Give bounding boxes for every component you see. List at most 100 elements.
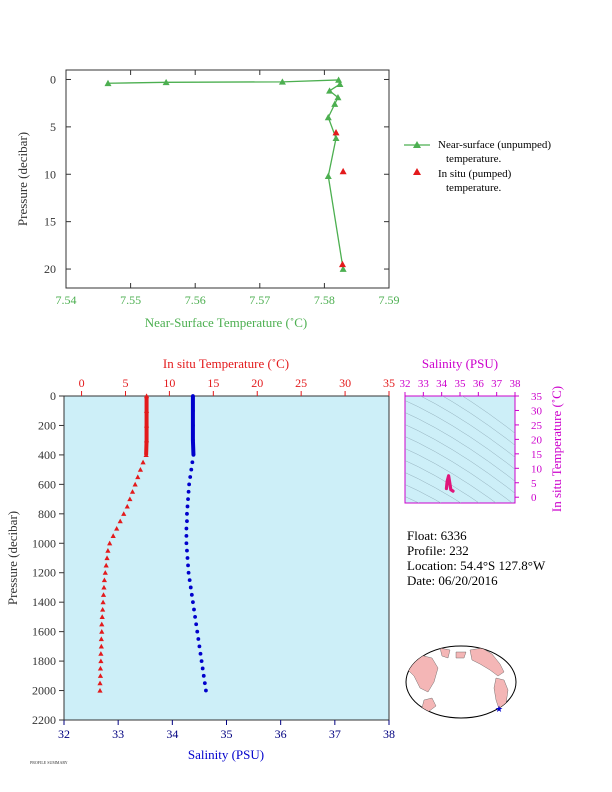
salinity-point <box>188 475 193 479</box>
profile-series <box>97 393 208 693</box>
temperature-point <box>107 540 113 546</box>
temperature-point <box>98 658 104 664</box>
temperature-point <box>110 533 116 538</box>
temperature-point <box>97 687 103 693</box>
salinity-point <box>191 394 195 398</box>
salinity-point <box>185 548 189 553</box>
float-info: Float: 6336 Profile: 232 Location: 54.4°… <box>407 528 546 588</box>
salinity-point <box>188 585 193 590</box>
float-location: Location: 54.4°S 127.8°W <box>407 558 546 573</box>
temperature-point <box>140 459 146 465</box>
salinity-point <box>186 497 190 501</box>
footer-caption: PROFILE SUMMARY <box>30 760 68 765</box>
salinity-point <box>189 467 194 472</box>
salinity-point <box>196 637 201 641</box>
temperature-point <box>101 577 108 583</box>
y-tick-label: 10 <box>44 167 56 181</box>
x-tick-label: 7.54 <box>56 293 77 307</box>
location-map: ★ <box>405 645 517 719</box>
temperature-point <box>99 614 105 619</box>
temperature-point <box>101 584 107 590</box>
temperature-point <box>127 496 133 502</box>
pressure-tick-label: 0 <box>50 389 56 403</box>
salinity-point <box>184 541 189 546</box>
unpumped-temperature-point <box>332 134 340 142</box>
salinity-point <box>185 519 189 524</box>
temperature-point <box>121 511 127 516</box>
pressure-tick-label: 2000 <box>32 684 56 698</box>
salinity-point <box>190 460 195 465</box>
unpumped-temperature-point <box>324 113 332 121</box>
density-contour-line <box>405 448 497 503</box>
unpumped-temperature-point <box>336 80 344 88</box>
salinity-point <box>192 607 196 612</box>
legend-pumped-label: In situ (pumped) temperature. <box>438 168 512 194</box>
salinity-point <box>191 423 195 428</box>
near-surface-chart: 7.54 7.55 7.56 7.57 7.58 7.59 0 5 10 15 20 Near-S… <box>15 69 551 330</box>
salinity-point <box>191 600 195 605</box>
float-location-marker-icon: ★ <box>495 704 503 714</box>
salinity-tick-label: 35 <box>221 727 233 741</box>
salinity-point <box>187 578 192 582</box>
temperature-point <box>114 525 120 531</box>
salinity-point <box>202 681 207 686</box>
pressure-tick-label: 400 <box>38 448 56 462</box>
ts-salinity-tick-label: 32 <box>400 378 411 390</box>
legend-pumped-marker <box>413 168 421 175</box>
ts-salinity-axis-label: Salinity (PSU) <box>422 356 498 371</box>
profile-chart: 0 5 10 15 20 25 30 35 32 33 34 35 36 37 38 0 200 400 600… <box>5 356 395 762</box>
x-tick-label: 7.57 <box>249 293 270 307</box>
pressure-tick-label: 200 <box>38 418 56 432</box>
salinity-point <box>186 489 191 494</box>
salinity-point <box>191 408 195 413</box>
y-tick-label: 5 <box>50 120 56 134</box>
temperature-point <box>100 606 106 612</box>
profile-plot-frame <box>63 395 390 721</box>
temperature-point <box>143 408 150 413</box>
temperature-point <box>99 629 105 634</box>
y-tick-label: 15 <box>44 215 56 229</box>
salinity-point <box>185 504 190 509</box>
ts-salinity-tick-label: 35 <box>455 378 467 390</box>
salinity-point <box>194 622 199 627</box>
unpumped-temperature-line <box>107 79 344 270</box>
temperature-point <box>97 665 104 671</box>
density-contour-line <box>462 396 515 434</box>
near-surface-y-ticks: 0 5 10 15 20 <box>44 72 389 276</box>
salinity-point <box>204 688 208 693</box>
temperature-point <box>129 489 136 494</box>
ts-temperature-tick-label: 20 <box>531 434 543 446</box>
pumped-temperature-point <box>338 260 346 268</box>
salinity-point <box>197 644 202 649</box>
salinity-tick-label: 37 <box>329 727 341 741</box>
salinity-point <box>195 629 200 634</box>
ts-plot-frame <box>404 395 516 504</box>
unpumped-temperature-point <box>278 78 286 85</box>
ts-salinity-tick-label: 36 <box>473 378 485 390</box>
ts-temperature-ticks: 0 5 10 15 20 25 30 35 <box>515 391 543 504</box>
temperature-point <box>137 467 144 472</box>
ts-salinity-ticks: 32 33 34 35 36 37 38 <box>400 378 521 396</box>
pressure-tick-label: 1200 <box>32 566 56 580</box>
near-surface-series <box>104 76 347 272</box>
temperature-point <box>97 680 103 686</box>
temperature-tick-label: 30 <box>339 376 351 390</box>
density-contour-line <box>405 460 480 503</box>
pressure-tick-label: 1000 <box>32 536 56 550</box>
temperature-point <box>124 503 130 509</box>
temperature-point <box>132 481 138 487</box>
density-contour-line <box>442 396 515 446</box>
y-tick-label: 20 <box>44 262 56 276</box>
temperature-tick-label: 0 <box>79 376 85 390</box>
temperature-tick-label: 10 <box>163 376 175 390</box>
temperature-tick-label: 25 <box>295 376 307 390</box>
temperature-point <box>143 437 150 443</box>
temperature-point <box>143 422 150 428</box>
salinity-point <box>189 592 194 597</box>
ts-salinity-tick-label: 33 <box>418 378 430 390</box>
salinity-point <box>199 659 204 663</box>
density-contour-line <box>405 400 515 470</box>
salinity-point <box>186 563 190 568</box>
x-tick-label: 7.56 <box>185 293 206 307</box>
near-surface-legend: Near-surface (unpumped) temperature. In s… <box>404 139 551 194</box>
